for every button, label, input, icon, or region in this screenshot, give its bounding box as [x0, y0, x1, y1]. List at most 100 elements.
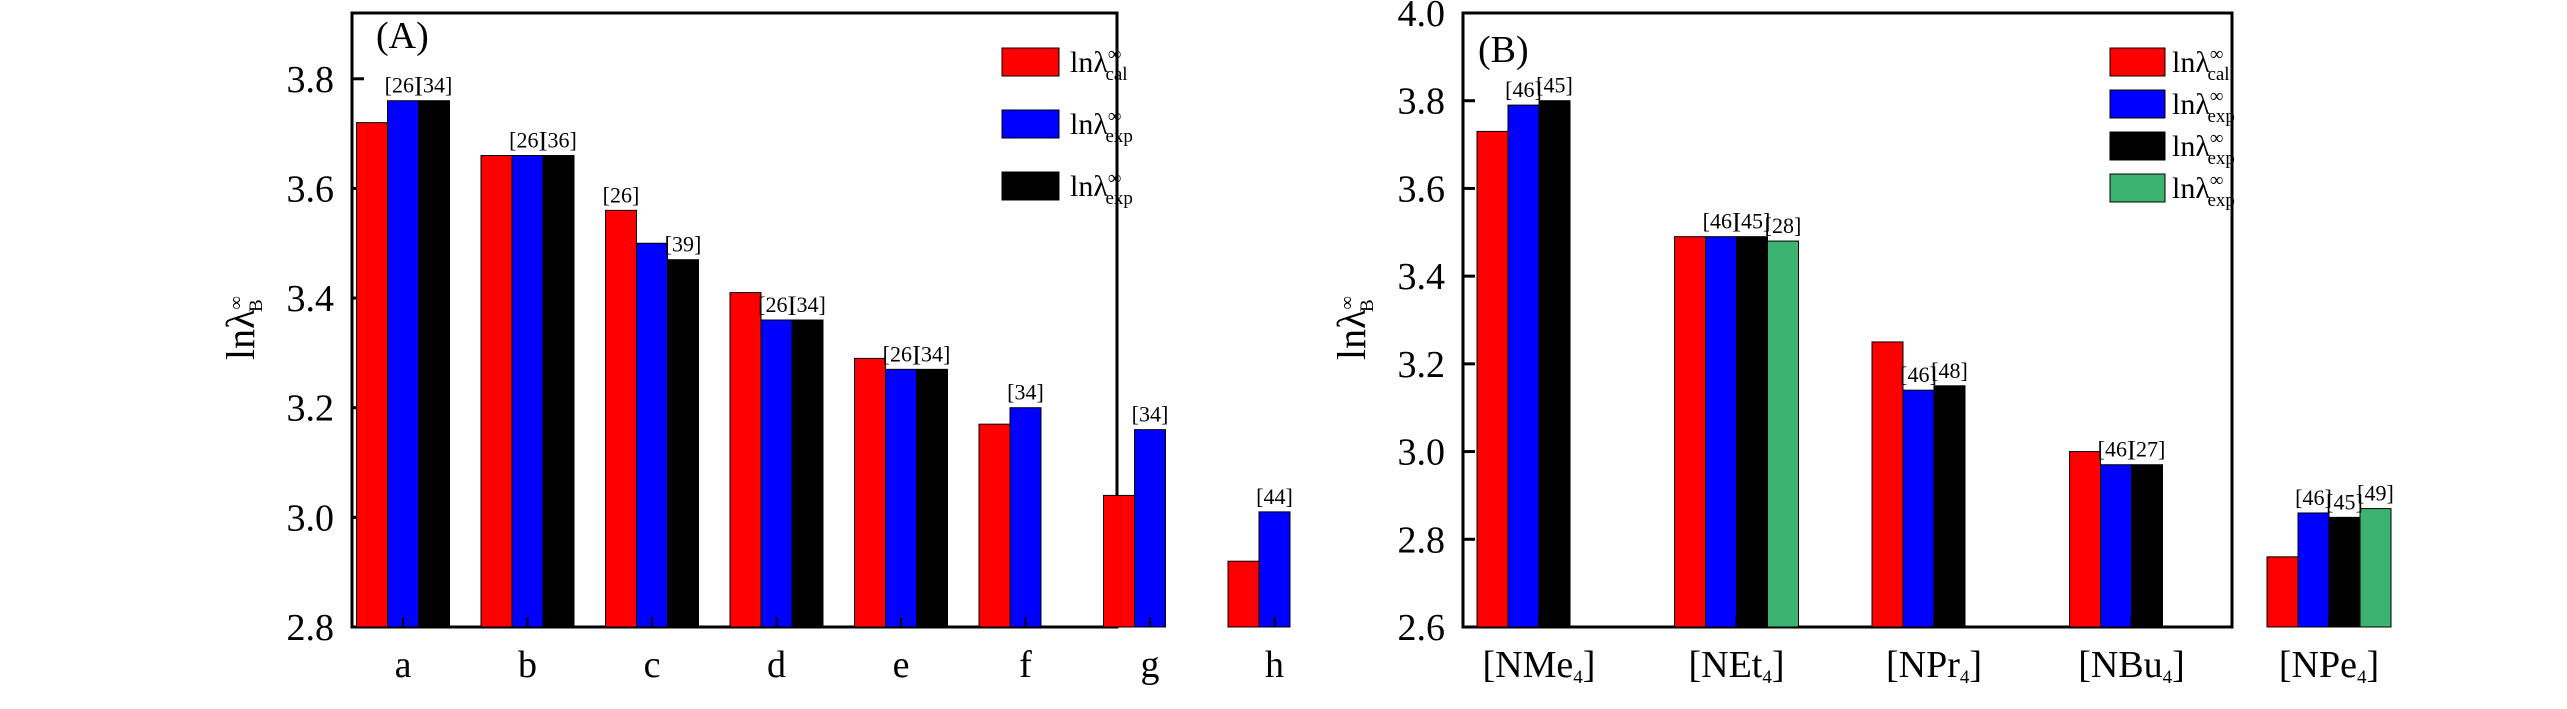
panel-b-ytick-label: 3.2 — [1398, 344, 1446, 386]
panel-b-xtick-label: [NEt4] — [1688, 644, 1784, 688]
panel-a-bar-1-1 — [511, 155, 544, 628]
panel-b-bar-4-0 — [2266, 556, 2299, 628]
panel-a-annotation: [34] — [1132, 402, 1169, 427]
panel-a-bar-2-1 — [636, 242, 668, 628]
panel-a-bar-4-2 — [916, 368, 948, 628]
panel-a-legend-swatch — [1001, 171, 1060, 201]
panel-b-bar-3-1 — [2100, 464, 2132, 628]
panel-a-annotation: [34] — [1007, 380, 1044, 405]
panel-a-bar-6-0 — [1103, 494, 1135, 628]
panel-a-bar-4-1 — [885, 368, 917, 628]
panel-b-annotation: [49] — [2357, 481, 2394, 506]
panel-a-ytick-label: 3.4 — [287, 278, 335, 320]
panel-a-ylabel-text: lnλ∞B — [218, 296, 267, 360]
panel-b-annotation: [46] — [1703, 209, 1740, 234]
panel-b-ylabel-text-sub: B — [1357, 299, 1378, 312]
panel-b-legend-swatch — [2109, 173, 2166, 203]
panel-a-annotation: [26] — [883, 341, 920, 366]
panel-a-ytick-label: 3.0 — [287, 497, 335, 539]
panel-b-ylabel: lnλ∞B — [1329, 296, 1378, 360]
panel-a-bar-2-0 — [605, 209, 637, 628]
panel-b-ylabel-text-sup: ∞ — [1337, 296, 1358, 310]
panel-b-axes-frame — [1461, 11, 2234, 629]
panel-b-bar-3-0 — [2069, 451, 2101, 628]
panel-b-xtick-label-post: ] — [1772, 644, 1785, 686]
panel-b-annotation: [48] — [1931, 358, 1968, 383]
panel-a-bar-5-1 — [1009, 407, 1042, 628]
panel-b-legend-label-sup: ∞ — [2210, 86, 2224, 107]
panel-b-legend-label-sub: exp — [2207, 148, 2234, 169]
panel-b-bar-1-0 — [1674, 236, 1706, 628]
panel-b-xtick-label-pre: [NPe — [2279, 644, 2357, 686]
panel-a-bar-6-1 — [1134, 429, 1166, 628]
panel-b-annotation: [28] — [1765, 213, 1802, 238]
panel-b-bar-4-3 — [2359, 508, 2392, 628]
panel-a-legend-label-base: lnλ — [1070, 108, 1108, 141]
panel-a-legend-label-sup: ∞ — [1108, 106, 1122, 127]
panel-b-ytick-label: 3.0 — [1398, 432, 1446, 474]
panel-a-annotation: [34] — [416, 73, 453, 98]
panel-a-bar-3-1 — [760, 319, 793, 628]
panel-b-bar-3-2 — [2131, 464, 2163, 628]
panel-b-annotation: [45] — [1536, 73, 1573, 98]
panel-b-xtick-label-sub: 4 — [1573, 667, 1583, 688]
panel-a-bar-1-0 — [480, 155, 513, 628]
panel-a-legend-swatch — [1001, 47, 1060, 77]
panel-a-ytick-label: 3.2 — [287, 388, 335, 430]
panel-b-ytick-label: 3.6 — [1398, 168, 1446, 210]
panel-b-bar-1-2 — [1736, 236, 1768, 628]
panel-a-legend-label: lnλ∞ exp — [1070, 168, 1133, 209]
panel-b-legend-label: lnλ∞ cal — [2172, 44, 2230, 85]
panel-b-legend-swatch — [2109, 89, 2166, 119]
panel-b-xtick-label: [NPr4] — [1886, 644, 1982, 688]
panel-a-xtick-label: e — [893, 644, 910, 686]
panel-b-ytick-label: 3.4 — [1398, 256, 1446, 298]
panel-a-bar-4-0 — [854, 357, 886, 628]
panel-b-annotation: [27] — [2129, 437, 2166, 462]
panel-b-annotation: [46] — [1900, 362, 1937, 387]
panel-b-xtick-label-post: ] — [1583, 644, 1596, 686]
panel-a-legend-label-sup: ∞ — [1108, 168, 1122, 189]
panel-a-legend-label-sub: exp — [1105, 126, 1132, 147]
panel-a-xtick-label: g — [1141, 644, 1160, 686]
panel-b-annotation: [45] — [1734, 209, 1771, 234]
panel-b-legend-label: lnλ∞ exp — [2172, 86, 2235, 127]
panel-a-annotation: [39] — [665, 232, 702, 257]
panel-b-ytick-label: 4.0 — [1398, 0, 1446, 35]
panel-a-legend-label: lnλ∞ cal — [1070, 44, 1128, 85]
panel-a-annotation: [26] — [385, 73, 422, 98]
panel-b-legend-label-base: lnλ — [2172, 88, 2210, 121]
panel-a-bar-3-2 — [791, 319, 824, 628]
panel-b-annotation: [46] — [2295, 485, 2332, 510]
panel-b-legend-label-base: lnλ — [2172, 172, 2210, 205]
panel-b-bar-2-2 — [1933, 385, 1966, 628]
panel-b-bar-0-2 — [1538, 100, 1571, 628]
panel-a-ylabel-text-sub: B — [246, 299, 267, 312]
panel-a-bar-0-1 — [387, 100, 419, 628]
panel-a-ylabel-text-sup: ∞ — [226, 296, 247, 310]
panel-a-ylabel-text-base: lnλ — [218, 309, 263, 360]
panel-a-xtick-label: a — [395, 644, 412, 686]
panel-b-legend-label-base: lnλ — [2172, 130, 2210, 163]
panel-a-xtick-label: d — [767, 644, 786, 686]
panel-a-annotation: [26] — [603, 182, 640, 207]
panel-b-bar-0-1 — [1507, 104, 1540, 628]
panel-b-legend-label-sub: exp — [2207, 190, 2234, 211]
panel-a-bar-7-0 — [1227, 560, 1260, 628]
panel-b-bar-1-1 — [1705, 236, 1737, 628]
panel-b-legend-swatch — [2109, 47, 2166, 77]
panel-b-ylabel-text-base: lnλ — [1329, 309, 1374, 360]
panel-b-xtick-label-pre: [NBu — [2078, 644, 2162, 686]
panel-a-legend-label: lnλ∞ exp — [1070, 106, 1133, 147]
panel-a-bar-2-2 — [667, 259, 699, 628]
panel-b-panel-label: (B) — [1478, 29, 1529, 71]
panel-a-ytick-label: 3.6 — [287, 168, 335, 210]
panel-a-bar-0-0 — [356, 122, 388, 628]
panel-b-bar-1-3 — [1767, 240, 1799, 628]
panel-b-annotation: [45] — [2326, 489, 2363, 514]
panel-b-xtick-label-pre: [NMe — [1483, 644, 1574, 686]
panel-b-xtick-label-post: ] — [1969, 644, 1982, 686]
panel-a-xtick-label: h — [1265, 644, 1284, 686]
